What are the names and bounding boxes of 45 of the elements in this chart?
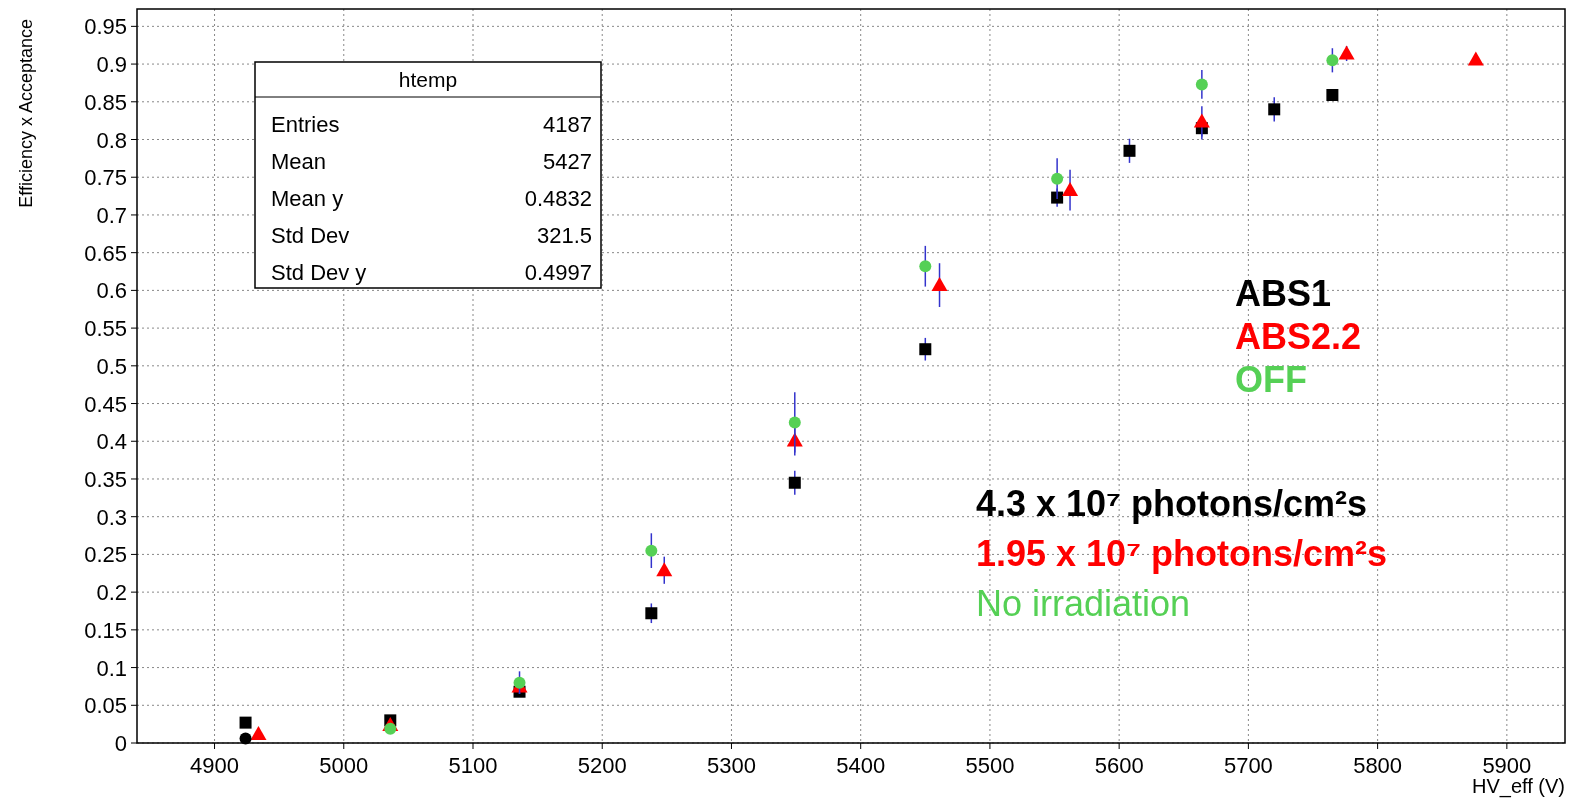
x-tick-label: 5600	[1094, 753, 1144, 778]
y-tick-label: 0.6	[96, 278, 127, 304]
annotation: 4.3 x 10⁷ photons/cm²s	[976, 483, 1367, 524]
y-tick-label: 0.25	[84, 542, 127, 568]
y-tick-label: 0.15	[84, 617, 127, 643]
text: OFF	[1235, 359, 1307, 400]
x-tick-label: 5200	[577, 753, 627, 778]
x-tick-label: 4900	[190, 753, 240, 778]
x-tick-label: 5900	[1482, 753, 1532, 778]
text: ABS2.2	[1235, 316, 1362, 357]
x-tick-label: 5300	[706, 753, 756, 778]
y-tick-label: 0.5	[96, 353, 127, 379]
y-tick-label: 0	[114, 731, 127, 756]
annotation: 1.95 x 10⁷ photons/cm²s	[976, 533, 1387, 574]
y-tick-label: 0.2	[96, 580, 127, 606]
text: ABS1	[1235, 273, 1332, 314]
x-tick-label: 5100	[448, 753, 498, 778]
y-axis-title: Efficiency x Acceptance	[16, 19, 36, 208]
y-tick-label: 0.95	[84, 14, 127, 40]
y-tick-label: 0.3	[96, 504, 127, 530]
x-tick-label: 5400	[836, 753, 886, 778]
x-tick-label: 5000	[319, 753, 369, 778]
y-tick-label: 0.65	[84, 240, 127, 266]
y-tick-label: 0.1	[96, 655, 127, 681]
y-tick-label: 0.55	[84, 316, 127, 342]
text: Std Dev y 0.4997	[271, 260, 592, 285]
annotation: htemp	[398, 68, 458, 91]
text: Mean y 0.4832	[271, 186, 592, 211]
text: Std Dev 321.5	[271, 223, 592, 248]
y-tick-label: 0.05	[84, 693, 127, 719]
y-tick-label: 0.35	[84, 466, 127, 492]
y-tick-label: 0.4	[96, 429, 127, 455]
y-tick-label: 0.85	[84, 89, 127, 115]
x-tick-label: 5800	[1353, 753, 1403, 778]
y-tick-label: 0.9	[96, 52, 127, 78]
x-tick-label: 5500	[965, 753, 1015, 778]
annotation: No irradiation	[976, 583, 1191, 624]
y-tick-label: 0.75	[84, 165, 127, 191]
y-tick-label: 0.7	[96, 202, 127, 228]
y-tick-label: 0.45	[84, 391, 127, 417]
x-axis-title: HV_eff (V)	[1472, 775, 1565, 798]
text: Entries 4187	[271, 112, 592, 137]
y-tick-label: 0.8	[96, 127, 127, 153]
x-tick-label: 5700	[1223, 753, 1273, 778]
text: Mean 5427	[271, 149, 592, 174]
